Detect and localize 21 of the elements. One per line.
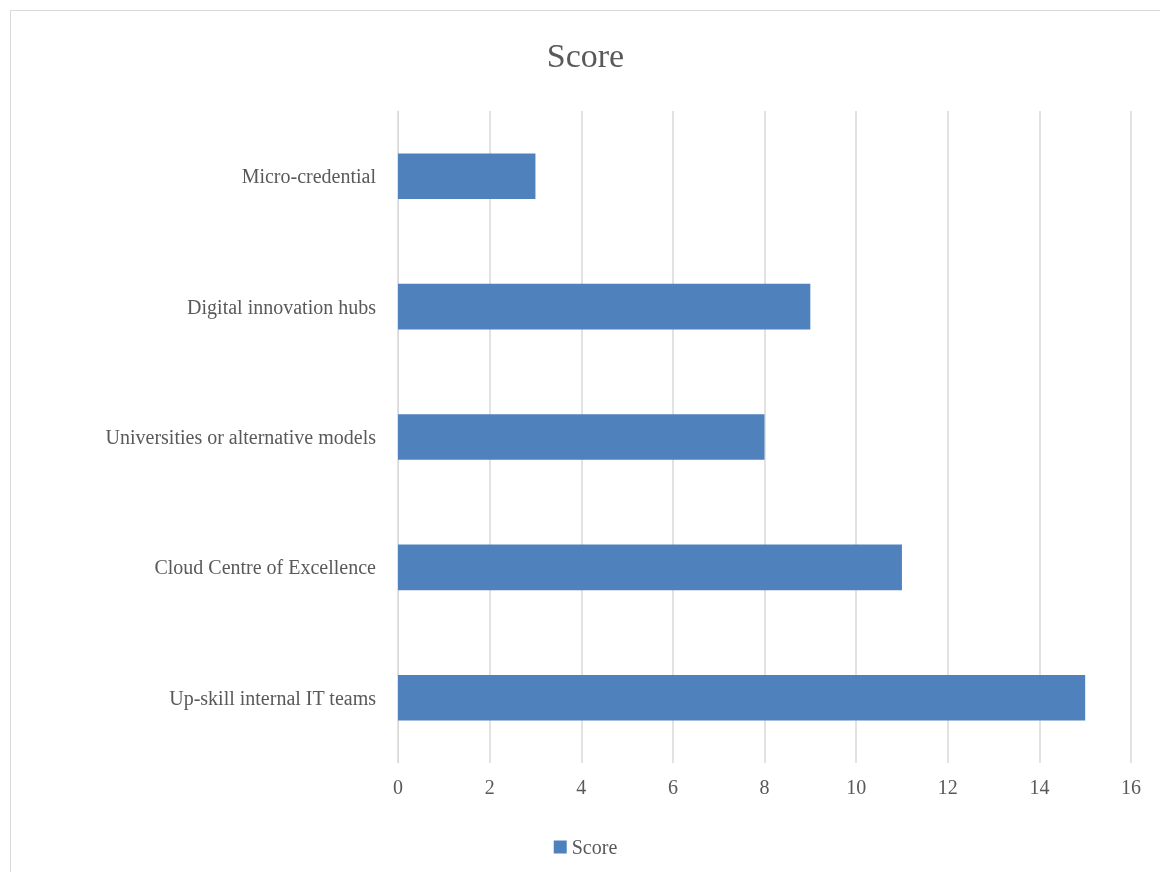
bar: [398, 414, 765, 460]
x-tick-label: 2: [484, 776, 495, 798]
y-tick-label: Micro-credential: [241, 165, 377, 188]
x-tick-label: 12: [937, 776, 958, 798]
bar: [398, 674, 1086, 721]
y-tick-label: Cloud Centre of Excellence: [154, 556, 377, 579]
y-tick-label: Digital innovation hubs: [187, 295, 377, 319]
x-tick-label: 14: [1029, 776, 1050, 798]
y-tick-label: Universities or alternative models: [105, 426, 377, 448]
x-tick-label: 6: [667, 776, 678, 798]
y-tick-label: Up-skill internal IT teams: [169, 686, 377, 710]
x-tick-label: 8: [759, 776, 770, 798]
x-tick-label: 16: [1121, 776, 1141, 798]
x-tick-label: 4: [576, 776, 587, 798]
legend-label: Score: [571, 836, 618, 858]
x-tick-label: 0: [393, 776, 403, 798]
bar: [398, 153, 536, 200]
chart-title: Score: [546, 36, 625, 74]
bar: [398, 283, 811, 330]
x-tick-label: 10: [846, 776, 867, 798]
bar: [398, 544, 902, 591]
